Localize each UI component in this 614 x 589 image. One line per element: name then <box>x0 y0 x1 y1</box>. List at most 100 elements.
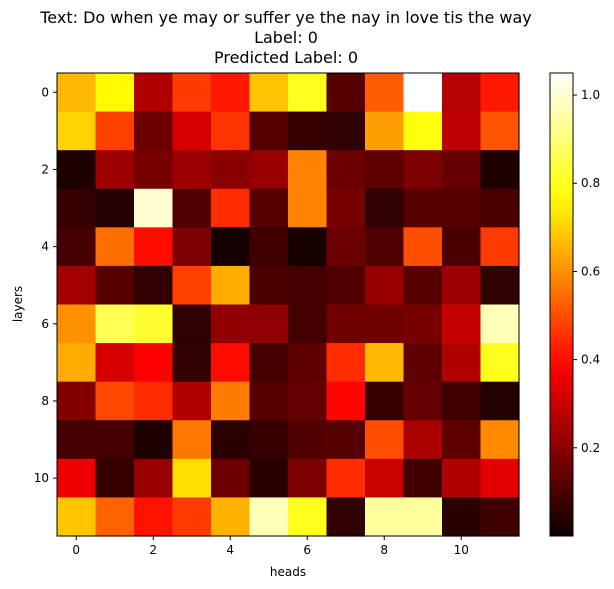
heatmap-cell-r11-c5 <box>249 497 289 537</box>
heatmap-cell-r5-c10 <box>442 265 482 306</box>
heatmap-cell-r2-c10 <box>442 150 482 190</box>
heatmap-cell-r7-c10 <box>442 343 482 383</box>
heatmap-cell-r3-c8 <box>365 188 405 228</box>
heatmap-cell-r10-c3 <box>172 458 212 499</box>
x-tick-label: 4 <box>226 543 234 557</box>
heatmap-cell-r0-c3 <box>172 73 212 113</box>
heatmap-cells <box>57 73 520 537</box>
heatmap-cell-r7-c6 <box>288 343 328 383</box>
heatmap-cell-r5-c0 <box>57 265 97 306</box>
heatmap-cell-r8-c3 <box>172 381 212 421</box>
x-axis-label: heads <box>270 565 306 579</box>
heatmap-cell-r0-c5 <box>249 73 289 113</box>
heatmap-cell-r6-c4 <box>211 304 251 344</box>
heatmap-cell-r9-c3 <box>172 420 212 460</box>
heatmap-cell-r7-c2 <box>134 343 174 383</box>
heatmap-cell-r4-c3 <box>172 227 212 267</box>
heatmap-cell-r10-c0 <box>57 458 97 499</box>
heatmap-cell-r7-c8 <box>365 343 405 383</box>
heatmap-cell-r1-c1 <box>95 111 135 151</box>
chart-title-line-1: Text: Do when ye may or suffer ye the na… <box>39 8 532 27</box>
heatmap-cell-r2-c2 <box>134 150 174 190</box>
heatmap-cell-r8-c10 <box>442 381 482 421</box>
heatmap-cell-r11-c11 <box>480 497 520 537</box>
heatmap-cell-r2-c4 <box>211 150 251 190</box>
heatmap-cell-r1-c5 <box>249 111 289 151</box>
heatmap-cell-r10-c7 <box>326 458 366 499</box>
heatmap-cell-r6-c9 <box>403 304 443 344</box>
heatmap-cell-r2-c8 <box>365 150 405 190</box>
heatmap-cell-r7-c5 <box>249 343 289 383</box>
colorbar-tick-label: 1.0 <box>581 88 600 102</box>
heatmap-cell-r11-c0 <box>57 497 97 537</box>
heatmap-cell-r8-c5 <box>249 381 289 421</box>
x-tick-label: 10 <box>454 543 469 557</box>
x-axis: 0 2 4 6 8 10 <box>72 536 469 557</box>
heatmap-cell-r9-c11 <box>480 420 520 460</box>
heatmap-cell-r9-c0 <box>57 420 97 460</box>
heatmap-cell-r4-c4 <box>211 227 251 267</box>
heatmap-cell-r3-c3 <box>172 188 212 228</box>
heatmap-cell-r0-c9 <box>403 73 443 113</box>
heatmap-cell-r7-c4 <box>211 343 251 383</box>
heatmap-cell-r11-c10 <box>442 497 482 537</box>
y-tick-label: 4 <box>41 240 49 254</box>
heatmap-cell-r7-c7 <box>326 343 366 383</box>
heatmap-cell-r0-c7 <box>326 73 366 113</box>
chart-title-line-3: Predicted Label: 0 <box>214 48 358 67</box>
heatmap-cell-r5-c4 <box>211 265 251 306</box>
heatmap-cell-r3-c5 <box>249 188 289 228</box>
heatmap-cell-r11-c4 <box>211 497 251 537</box>
heatmap-cell-r5-c5 <box>249 265 289 306</box>
heatmap-cell-r2-c0 <box>57 150 97 190</box>
heatmap-cell-r4-c2 <box>134 227 174 267</box>
heatmap-cell-r3-c10 <box>442 188 482 228</box>
heatmap-cell-r1-c4 <box>211 111 251 151</box>
y-tick-label: 2 <box>41 162 49 176</box>
colorbar-tick-label: 0.8 <box>581 176 600 190</box>
heatmap-cell-r4-c5 <box>249 227 289 267</box>
heatmap-cell-r3-c2 <box>134 188 174 228</box>
heatmap-cell-r3-c7 <box>326 188 366 228</box>
heatmap-cell-r9-c6 <box>288 420 328 460</box>
heatmap-cell-r6-c2 <box>134 304 174 344</box>
heatmap-cell-r2-c1 <box>95 150 135 190</box>
heatmap-cell-r9-c1 <box>95 420 135 460</box>
heatmap-cell-r5-c3 <box>172 265 212 306</box>
heatmap-cell-r9-c9 <box>403 420 443 460</box>
heatmap-cell-r10-c8 <box>365 458 405 499</box>
heatmap-cell-r4-c7 <box>326 227 366 267</box>
heatmap-cell-r8-c4 <box>211 381 251 421</box>
heatmap-cell-r10-c6 <box>288 458 328 499</box>
heatmap-cell-r2-c3 <box>172 150 212 190</box>
heatmap-cell-r10-c4 <box>211 458 251 499</box>
colorbar-tick-label: 0.6 <box>581 264 600 278</box>
x-tick-label: 2 <box>149 543 157 557</box>
heatmap-cell-r5-c9 <box>403 265 443 306</box>
heatmap-cell-r0-c4 <box>211 73 251 113</box>
heatmap-cell-r9-c8 <box>365 420 405 460</box>
heatmap-cell-r8-c7 <box>326 381 366 421</box>
colorbar <box>549 72 574 537</box>
y-tick-label: 10 <box>34 471 49 485</box>
heatmap-cell-r11-c8 <box>365 497 405 537</box>
plot-frame <box>56 72 520 537</box>
heatmap-cell-r5-c2 <box>134 265 174 306</box>
heatmap-cell-r6-c7 <box>326 304 366 344</box>
heatmap-cell-r2-c9 <box>403 150 443 190</box>
heatmap-cell-r5-c6 <box>288 265 328 306</box>
heatmap-cell-r11-c7 <box>326 497 366 537</box>
heatmap-cell-r4-c6 <box>288 227 328 267</box>
heatmap-cell-r1-c8 <box>365 111 405 151</box>
y-axis-label: layers <box>11 286 25 322</box>
heatmap-cell-r0-c2 <box>134 73 174 113</box>
heatmap-cell-r11-c9 <box>403 497 443 537</box>
heatmap-cell-r6-c3 <box>172 304 212 344</box>
heatmap-cell-r3-c0 <box>57 188 97 228</box>
heatmap-cell-r4-c11 <box>480 227 520 267</box>
heatmap-cell-r6-c5 <box>249 304 289 344</box>
heatmap-cell-r5-c1 <box>95 265 135 306</box>
heatmap-cell-r11-c2 <box>134 497 174 537</box>
heatmap-cell-r10-c5 <box>249 458 289 499</box>
heatmap-cell-r9-c5 <box>249 420 289 460</box>
